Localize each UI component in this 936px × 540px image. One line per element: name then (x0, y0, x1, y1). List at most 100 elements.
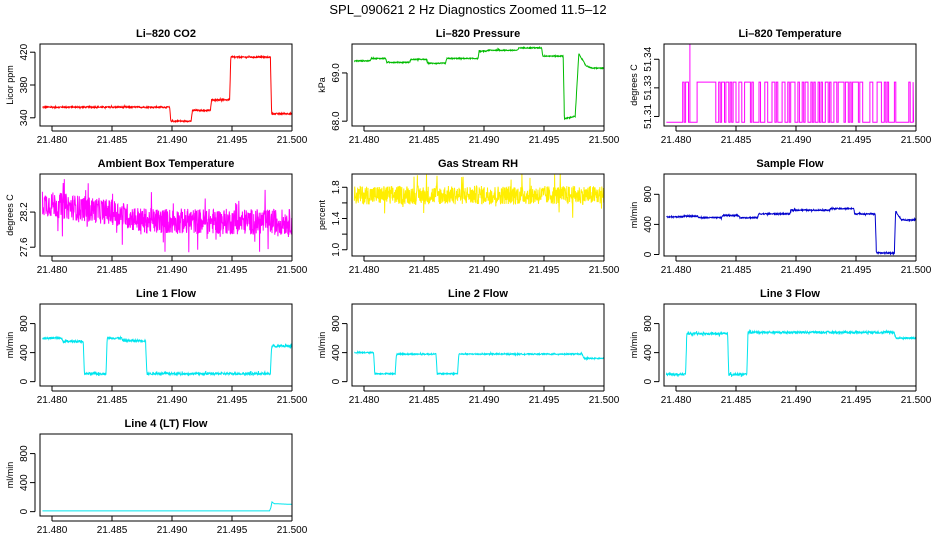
x-tick-label: 21.500 (277, 525, 308, 536)
x-tick-label: 21.480 (661, 135, 692, 146)
x-tick-label: 21.490 (157, 135, 188, 146)
series-line (666, 44, 915, 123)
chart-panel: Sample Flow 21.480 21.485 21.490 21.495 21.50… (629, 158, 932, 276)
y-tick-label: 1.8 (331, 180, 342, 194)
x-tick-label: 21.495 (217, 135, 248, 146)
x-tick-label: 21.480 (37, 265, 68, 276)
y-tick-label: 69.0 (331, 63, 342, 83)
chart-title: Line 1 Flow (136, 288, 196, 300)
y-axis-label: degrees C (629, 64, 639, 106)
y-tick-label: 400 (643, 344, 654, 361)
chart-title: Li–820 Temperature (738, 28, 841, 40)
y-tick-label: 51.34 (643, 46, 654, 71)
x-tick-label: 21.500 (901, 395, 932, 406)
chart-panel: Ambient Box Temperature 21.480 21.485 21.49… (5, 158, 308, 276)
x-tick-label: 21.495 (529, 265, 560, 276)
x-tick-label: 21.485 (409, 395, 440, 406)
x-tick-label: 21.500 (589, 135, 620, 146)
y-axis-label: ml/min (5, 462, 15, 489)
x-tick-label: 21.490 (469, 135, 500, 146)
series-line (42, 500, 292, 512)
chart-panel: Li–820 Pressure 21.480 21.485 21.490 21.495 2… (317, 28, 620, 146)
x-tick-label: 21.490 (781, 265, 812, 276)
y-tick-label: 0 (19, 508, 30, 514)
y-axis-label: ml/min (317, 332, 327, 359)
y-tick-label: 800 (643, 186, 654, 203)
plot-frame (39, 433, 293, 517)
y-tick-label: 51.31 (643, 104, 654, 129)
plot-frame (351, 303, 605, 387)
x-tick-label: 21.485 (721, 135, 752, 146)
y-tick-label: 800 (643, 315, 654, 332)
plot-frame (39, 43, 293, 127)
plot-frame (351, 173, 605, 257)
x-tick-label: 21.485 (409, 135, 440, 146)
y-tick-label: 800 (19, 445, 30, 462)
y-tick-label: 800 (331, 315, 342, 332)
x-tick-label: 21.500 (277, 395, 308, 406)
x-tick-label: 21.495 (841, 395, 872, 406)
y-tick-label: 380 (19, 76, 30, 93)
y-tick-label: 800 (19, 315, 30, 332)
plot-frame (39, 173, 293, 257)
x-tick-label: 21.485 (97, 265, 128, 276)
chart-title: Li–820 Pressure (436, 28, 520, 40)
chart-panel: Line 3 Flow 21.480 21.485 21.490 21.495 21.50… (629, 288, 932, 406)
y-tick-label: 51.33 (643, 75, 654, 100)
chart-title: Ambient Box Temperature (98, 158, 235, 170)
x-tick-label: 21.485 (721, 395, 752, 406)
y-tick-label: 400 (19, 474, 30, 491)
plot-frame (351, 43, 605, 127)
chart-panel: Li–820 Temperature 21.480 21.485 21.490 21.4… (629, 28, 932, 146)
x-tick-label: 21.490 (781, 135, 812, 146)
x-tick-label: 21.490 (469, 265, 500, 276)
plot-frame (663, 43, 917, 127)
x-tick-label: 21.495 (529, 135, 560, 146)
x-tick-label: 21.485 (409, 265, 440, 276)
y-axis-label: ml/min (629, 332, 639, 359)
chart-panel: Line 1 Flow 21.480 21.485 21.490 21.495 21.50… (5, 288, 308, 406)
x-tick-label: 21.490 (469, 395, 500, 406)
x-tick-label: 21.490 (157, 395, 188, 406)
x-tick-label: 21.480 (37, 525, 68, 536)
y-tick-label: 340 (19, 109, 30, 126)
x-tick-label: 21.495 (217, 525, 248, 536)
series-line (41, 179, 292, 253)
y-tick-label: 1.0 (331, 242, 342, 256)
chart-title: Sample Flow (756, 158, 824, 170)
plot-frame (663, 173, 917, 257)
y-axis-label: ml/min (629, 202, 639, 229)
x-tick-label: 21.485 (97, 135, 128, 146)
x-tick-label: 21.480 (349, 395, 380, 406)
x-tick-label: 21.500 (589, 265, 620, 276)
y-axis-label: ml/min (5, 332, 15, 359)
series-line (666, 206, 916, 256)
y-axis-label: degrees C (5, 194, 15, 236)
x-tick-label: 21.480 (37, 395, 68, 406)
series-line (353, 174, 604, 218)
figure-title: SPL_090621 2 Hz Diagnostics Zoomed 11.5–… (329, 2, 607, 17)
y-tick-label: 400 (331, 344, 342, 361)
y-tick-label: 0 (331, 378, 342, 384)
y-tick-label: 28.2 (19, 202, 30, 222)
x-tick-label: 21.490 (157, 525, 188, 536)
y-axis-label: percent (317, 199, 327, 230)
x-tick-label: 21.490 (157, 265, 188, 276)
y-tick-label: 0 (19, 378, 30, 384)
series-line (42, 335, 292, 377)
series-line (353, 45, 604, 121)
y-tick-label: 420 (19, 43, 30, 60)
y-tick-label: 0 (643, 251, 654, 257)
chart-title: Gas Stream RH (438, 158, 518, 170)
x-tick-label: 21.500 (901, 265, 932, 276)
series-line (42, 54, 292, 124)
chart-panel: Line 4 (LT) Flow 21.480 21.485 21.490 21.495… (5, 418, 308, 536)
x-tick-label: 21.480 (661, 395, 692, 406)
y-tick-label: 1.4 (331, 211, 342, 225)
chart-title: Li–820 CO2 (136, 28, 196, 40)
y-tick-label: 27.6 (19, 237, 30, 257)
x-tick-label: 21.480 (349, 135, 380, 146)
chart-panel: Gas Stream RH 21.480 21.485 21.490 21.495 21.… (317, 158, 620, 276)
y-tick-label: 68.0 (331, 111, 342, 131)
